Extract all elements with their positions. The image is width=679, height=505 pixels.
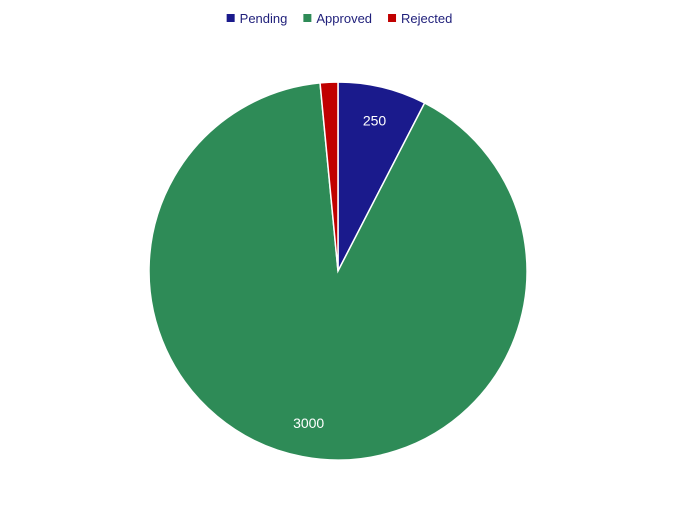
pie-slices xyxy=(148,81,528,461)
legend-label-pending: Pending xyxy=(240,11,288,26)
pie-slice-approved xyxy=(148,82,528,461)
legend-swatch-pending xyxy=(226,14,235,22)
legend-label-approved: Approved xyxy=(316,11,372,26)
legend-item-approved: Approved xyxy=(303,11,372,26)
legend-item-pending: Pending xyxy=(226,11,288,26)
legend: Pending Approved Rejected xyxy=(226,11,452,26)
pie-slice-rejected xyxy=(319,81,339,272)
legend-label-rejected: Rejected xyxy=(401,11,452,26)
legend-swatch-rejected xyxy=(388,14,397,22)
legend-swatch-approved xyxy=(303,14,312,22)
data-labels: 250 3000 xyxy=(293,112,386,431)
data-label-approved: 3000 xyxy=(293,415,324,431)
legend-item-rejected: Rejected xyxy=(388,11,452,26)
data-label-pending: 250 xyxy=(363,112,387,128)
